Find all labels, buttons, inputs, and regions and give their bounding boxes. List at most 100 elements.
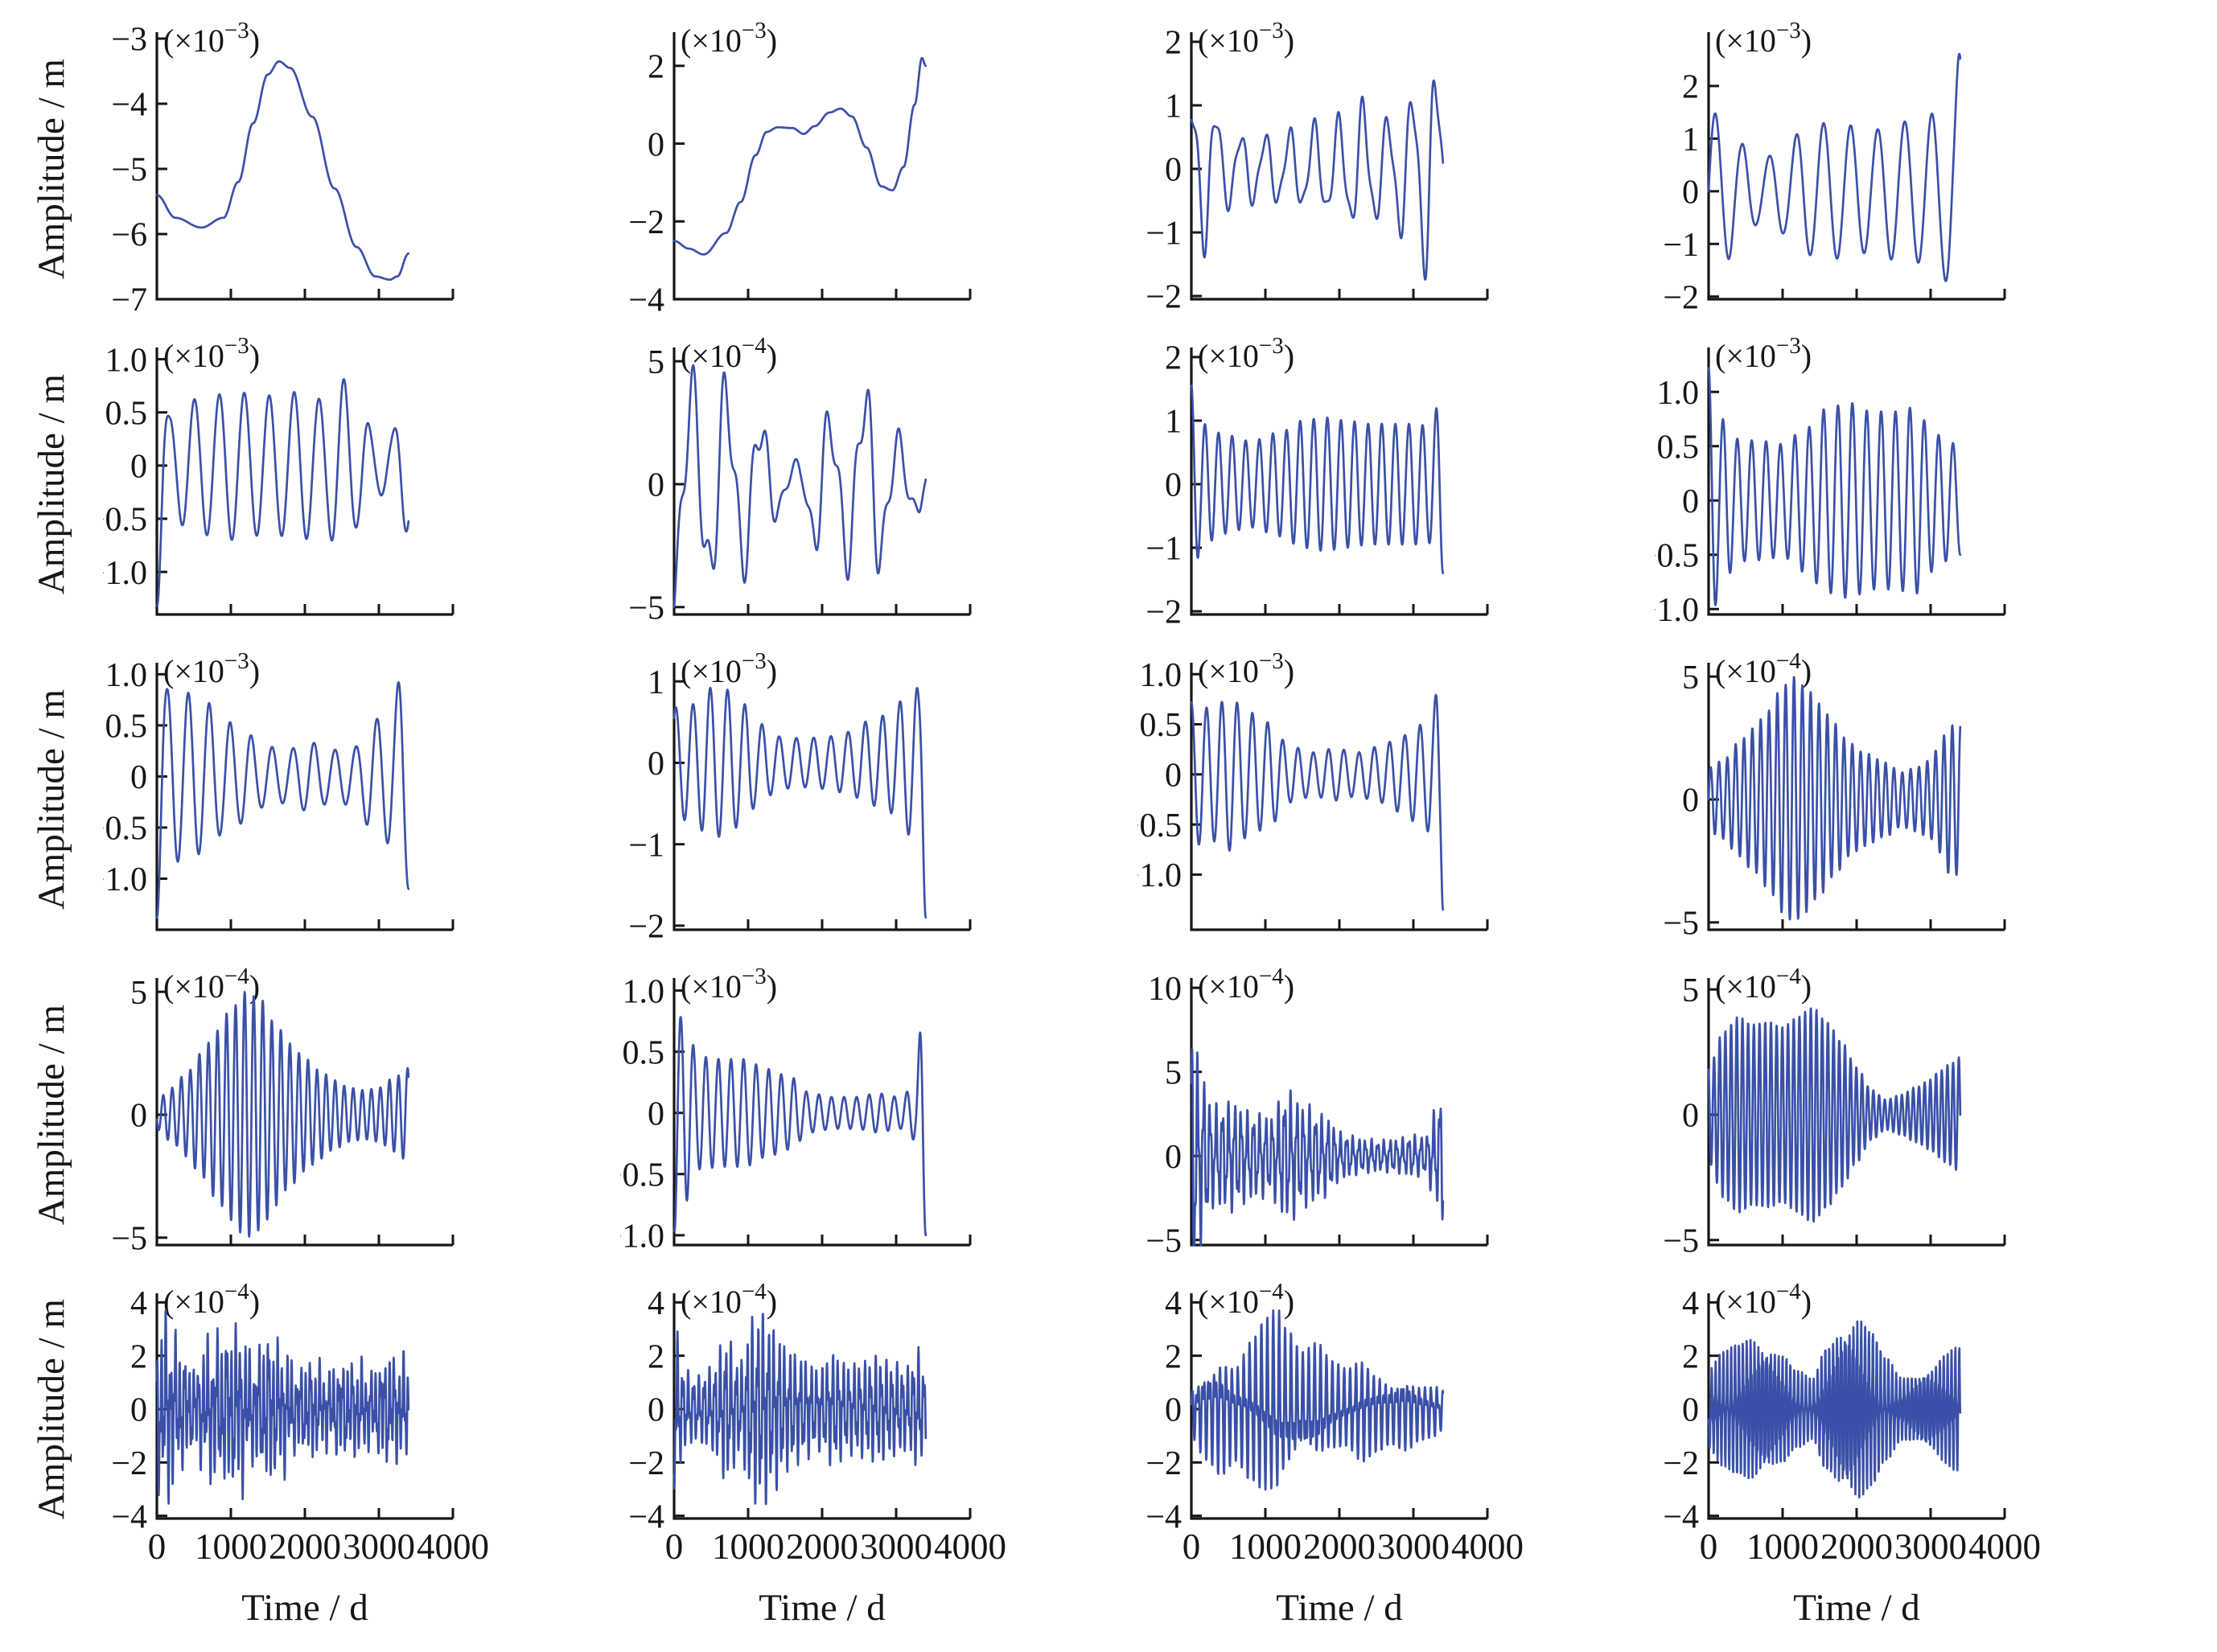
y-tick-label: 0 — [1165, 467, 1182, 504]
scale-label: (×10−4) — [1715, 648, 1812, 689]
y-tick-label: 0 — [1165, 758, 1182, 795]
series-line — [155, 1309, 410, 1505]
y-tick-label: 0 — [648, 126, 664, 163]
x-axis-title: Time / d — [1276, 1587, 1403, 1629]
y-tick-label: −2 — [1146, 1445, 1182, 1482]
y-tick-label: 5 — [1165, 1054, 1182, 1091]
scale-label: (×10−4) — [1198, 1279, 1294, 1320]
subplot-r1c3: 2 1 0 −1 −2 (×10−3) — [1146, 18, 1489, 315]
series-line — [155, 991, 410, 1238]
y-tick-label: −1 — [1146, 531, 1182, 568]
y-tick-label: 1.0 — [1140, 657, 1183, 694]
scale-label: (×10−3) — [1715, 18, 1812, 59]
axes — [673, 663, 970, 931]
series-line — [1707, 367, 1962, 606]
y-axis-title: Amplitude / m — [31, 1004, 72, 1226]
scale-label: (×10−3) — [163, 18, 260, 59]
y-tick-label: −1 — [628, 827, 664, 864]
y-tick-label: −5 — [111, 152, 147, 189]
y-tick-label: −0.5 — [1137, 808, 1182, 844]
y-tick-label: 1 — [1165, 88, 1182, 125]
y-tick-label: 2 — [1682, 1338, 1699, 1375]
scale-label: (×10−3) — [163, 333, 260, 374]
series-line — [1190, 1048, 1445, 1247]
y-tick-label: 0 — [648, 1095, 664, 1132]
y-tick-label: 0 — [130, 1098, 147, 1135]
subplot-r4c4: 5 0 −5 (×10−4) — [1663, 964, 2006, 1260]
y-tick-label: 0 — [648, 746, 664, 783]
axes — [155, 978, 453, 1247]
y-tick-label: 0 — [1682, 1392, 1699, 1429]
x-tick-label: 3000 — [1377, 1527, 1450, 1567]
x-tick-label: 2000 — [269, 1527, 341, 1567]
axes — [673, 978, 970, 1247]
x-tick-label: 4000 — [934, 1527, 1006, 1567]
x-tick-label: 0 — [148, 1527, 167, 1567]
subplot-r3c1: 1.0 0.5 0 −0.5 −1.0 (×10−3) — [103, 648, 455, 931]
y-tick-label: −4 — [111, 87, 147, 124]
y-tick-label: 0.5 — [623, 1034, 665, 1071]
axes — [1190, 663, 1487, 931]
axes — [1190, 347, 1487, 616]
y-tick-label: −1.0 — [1137, 857, 1182, 894]
y-axis-title: Amplitude / m — [31, 58, 72, 280]
y-tick-label: −1.0 — [1655, 592, 1699, 629]
y-tick-label: −4 — [628, 282, 664, 315]
subplot-r2c2: 5 0 −5 (×10−4) — [628, 333, 972, 627]
axes — [673, 1293, 970, 1520]
y-tick-label: 0.5 — [1657, 429, 1700, 466]
subplot-r2c1: 1.0 0.5 0 −0.5 −1.0 (×10−3) — [103, 333, 455, 616]
y-tick-label: 0 — [130, 759, 147, 796]
y-axis-title: Amplitude / m — [31, 688, 72, 910]
series-line — [673, 364, 928, 609]
y-axis-title: Amplitude / m — [31, 1298, 72, 1520]
axes — [1707, 347, 2005, 616]
x-axis-title: Time / d — [759, 1587, 886, 1629]
axes — [155, 32, 453, 301]
y-tick-label: 4 — [1682, 1285, 1699, 1322]
y-tick-label: −5 — [1663, 906, 1699, 943]
series-line — [1190, 1309, 1445, 1491]
x-tick-label: 0 — [1700, 1527, 1718, 1567]
y-tick-label: 5 — [1682, 972, 1699, 1009]
scale-label: (×10−3) — [1198, 648, 1294, 689]
y-tick-label: −7 — [111, 282, 147, 315]
y-tick-label: 1.0 — [105, 342, 148, 379]
y-tick-label: −5 — [111, 1221, 147, 1258]
y-tick-label: 2 — [1682, 69, 1699, 106]
series-line — [673, 56, 928, 256]
x-tick-label: 0 — [1183, 1527, 1201, 1567]
axes — [1707, 663, 2005, 931]
y-tick-label: −1.0 — [620, 1218, 664, 1255]
y-tick-label: −0.5 — [103, 502, 147, 539]
axes — [673, 347, 970, 616]
subplot-r1c1: −3 −4 −5 −6 −7 (×10−3) — [111, 18, 455, 315]
y-tick-label: −3 — [111, 22, 147, 59]
y-tick-label: −1 — [1146, 216, 1182, 253]
y-tick-label: −4 — [111, 1498, 147, 1535]
scale-label: (×10−4) — [681, 333, 777, 374]
y-tick-label: −2 — [1146, 279, 1182, 315]
y-tick-label: −2 — [628, 909, 664, 946]
y-tick-label: 1 — [648, 664, 664, 701]
x-tick-label: 4000 — [1968, 1527, 2041, 1567]
y-tick-label: −2 — [628, 1445, 664, 1482]
y-tick-label: −0.5 — [620, 1157, 664, 1194]
x-tick-label: 3000 — [1894, 1527, 1967, 1567]
y-tick-label: −5 — [1663, 1223, 1699, 1260]
y-tick-label: 2 — [130, 1338, 147, 1375]
subplot-r3c2: 1 0 −1 −2 (×10−3) — [628, 648, 972, 946]
y-axis-title-cell: Amplitude / m — [0, 1261, 103, 1652]
y-tick-label: −2 — [628, 204, 664, 241]
axes — [1707, 32, 2005, 301]
y-tick-label: 0 — [1682, 175, 1699, 212]
series-line — [1707, 676, 1962, 921]
subplot-r3c3: 1.0 0.5 0 −0.5 −1.0 (×10−3) — [1137, 648, 1489, 931]
y-axis-title: Amplitude / m — [31, 373, 72, 595]
y-tick-label: 2 — [1165, 1338, 1182, 1375]
axes — [1707, 978, 2005, 1247]
y-tick-label: 0.5 — [105, 395, 148, 432]
y-tick-label: 0.5 — [1140, 707, 1183, 744]
